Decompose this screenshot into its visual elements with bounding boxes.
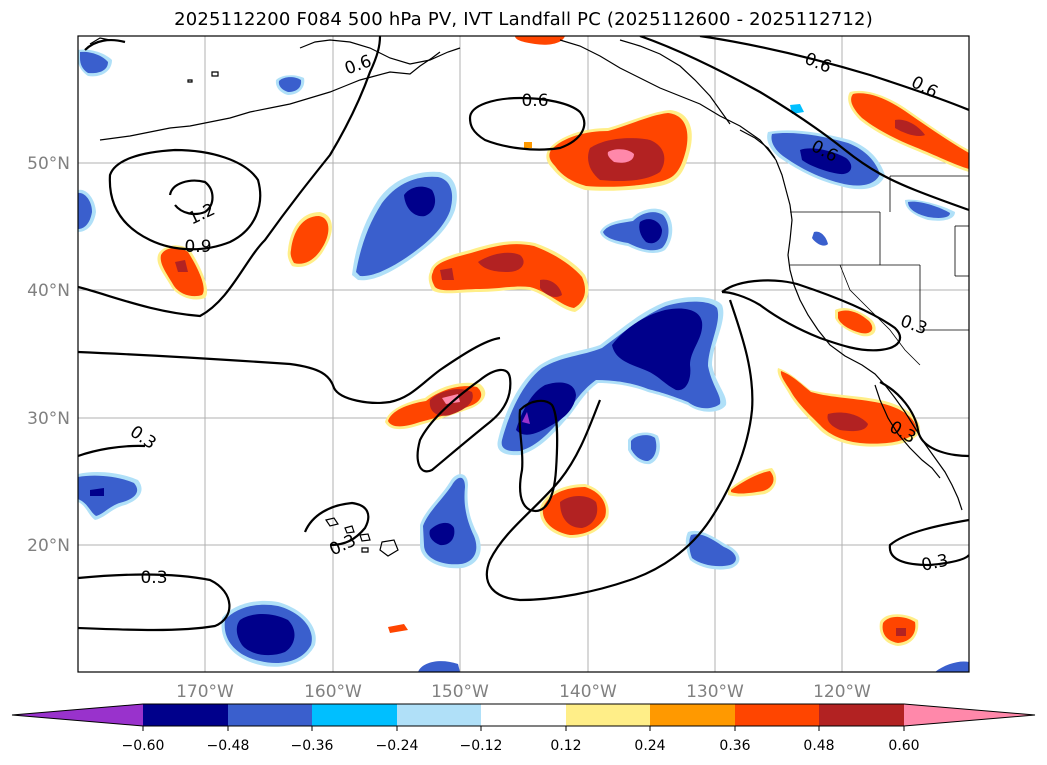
map-title: 2025112200 F084 500 hPa PV, IVT Landfall…: [174, 9, 873, 30]
contour-label: 0.3: [140, 568, 167, 588]
colorbar-segment: [143, 704, 228, 726]
colorbar-extend-max: [904, 704, 1035, 726]
colorbar-label: −0.48: [207, 738, 250, 754]
positive-pc-regions: [157, 36, 969, 646]
lon-label-120w: 120°W: [813, 682, 871, 702]
borders: [790, 175, 969, 366]
contour-label: 0.6: [521, 91, 548, 111]
lat-label-30n: 30°N: [27, 409, 70, 429]
colorbar-segment: [397, 704, 481, 726]
lat-label-20n: 20°N: [27, 536, 70, 556]
colorbar-segment: [566, 704, 650, 726]
lon-label-130w: 130°W: [686, 682, 744, 702]
colorbar-label: 0.12: [550, 738, 581, 754]
map-background: [78, 36, 969, 672]
colorbar-label: 0.48: [803, 738, 834, 754]
coastlines: [89, 37, 963, 557]
longitude-labels: 170°W 160°W 150°W 140°W 130°W 120°W: [176, 682, 871, 702]
colorbar-label: 0.36: [719, 738, 750, 754]
colorbar-extend-min: [12, 704, 143, 726]
lon-label-150w: 150°W: [431, 682, 489, 702]
colorbar-label: −0.24: [376, 738, 419, 754]
colorbar-label: −0.60: [122, 738, 165, 754]
colorbar-segment: [735, 704, 819, 726]
lon-label-160w: 160°W: [304, 682, 362, 702]
colorbar-label: 0.24: [634, 738, 665, 754]
colorbar-label: 0.60: [888, 738, 919, 754]
latitude-labels: 50°N 40°N 30°N 20°N: [27, 154, 70, 556]
lon-label-140w: 140°W: [559, 682, 617, 702]
colorbar-label: −0.12: [460, 738, 503, 754]
map-frame: [77, 35, 970, 673]
colorbar-segment: [312, 704, 397, 726]
colorbar: −0.60 −0.48 −0.36 −0.24 −0.12 0.12 0.24 …: [11, 703, 1036, 754]
lat-label-40n: 40°N: [27, 281, 70, 301]
lon-label-170w: 170°W: [176, 682, 234, 702]
lat-label-50n: 50°N: [27, 154, 70, 174]
contour-label: 0.9: [184, 237, 211, 257]
colorbar-label: −0.36: [291, 738, 334, 754]
colorbar-segment: [650, 704, 735, 726]
colorbar-segment: [481, 704, 566, 726]
colorbar-segment: [228, 704, 312, 726]
colorbar-segment: [819, 704, 904, 726]
contour-lines: [78, 36, 969, 632]
